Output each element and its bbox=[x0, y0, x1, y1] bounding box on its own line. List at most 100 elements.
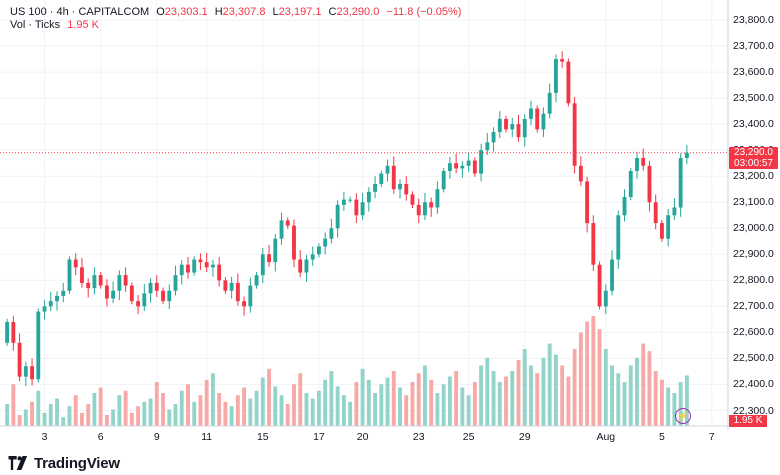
volume-bar bbox=[366, 379, 371, 426]
volume-legend[interactable]: Vol · Ticks 1.95 K bbox=[10, 19, 103, 31]
volume-bar bbox=[641, 343, 646, 426]
volume-bar bbox=[298, 373, 303, 426]
lightning-icon[interactable]: ⚡ bbox=[675, 408, 691, 424]
ohlc-high: H23,307.8 bbox=[214, 6, 266, 18]
candle bbox=[23, 366, 28, 377]
volume-bar bbox=[541, 357, 546, 426]
price-tick-label: 22,700.0 bbox=[733, 300, 774, 313]
candle bbox=[435, 189, 440, 208]
volume-bar bbox=[273, 386, 278, 426]
candle bbox=[229, 282, 234, 291]
time-tick-label: 25 bbox=[462, 431, 475, 443]
volume-value: 1.95 K bbox=[67, 19, 99, 31]
candle bbox=[391, 165, 396, 190]
candle bbox=[111, 290, 116, 299]
volume-bar bbox=[516, 360, 521, 426]
candle bbox=[585, 181, 590, 224]
volume-bar bbox=[485, 357, 490, 426]
symbol-title[interactable]: US 100 · 4h · CAPITALCOM bbox=[10, 6, 150, 18]
candle bbox=[279, 220, 284, 239]
price-tick-label: 23,700.0 bbox=[733, 40, 774, 53]
candle bbox=[404, 184, 409, 195]
candle bbox=[154, 282, 159, 291]
price-tick-label: 22,500.0 bbox=[733, 352, 774, 365]
volume-bar bbox=[591, 316, 596, 426]
time-tick-label: 7 bbox=[708, 431, 715, 443]
volume-bars bbox=[5, 316, 689, 426]
candle bbox=[373, 184, 377, 192]
candle bbox=[317, 246, 321, 255]
price-tick-label: 23,200.0 bbox=[733, 170, 774, 183]
volume-bar bbox=[423, 365, 427, 426]
candle bbox=[161, 290, 165, 302]
volume-bar bbox=[547, 343, 552, 426]
time-tick-label: 5 bbox=[659, 431, 665, 443]
candle bbox=[597, 264, 602, 307]
candle bbox=[479, 150, 484, 174]
volume-bar bbox=[154, 382, 159, 426]
time-tick-label: 20 bbox=[356, 431, 369, 443]
volume-bar bbox=[260, 377, 265, 426]
volume-bar bbox=[329, 371, 334, 426]
volume-bar bbox=[610, 365, 614, 426]
volume-bar bbox=[42, 412, 47, 426]
volume-bar bbox=[11, 384, 16, 426]
price-tick-label: 23,600.0 bbox=[733, 66, 774, 79]
tradingview-logo[interactable]: TradingView bbox=[8, 455, 120, 472]
candle bbox=[36, 311, 41, 380]
ohlc-low: L23,197.1 bbox=[272, 6, 322, 18]
volume-bar bbox=[566, 376, 571, 426]
volume-bar bbox=[585, 321, 590, 426]
price-tick-label: 23,500.0 bbox=[733, 92, 774, 105]
volume-bar bbox=[398, 387, 402, 426]
time-tick-label: 3 bbox=[41, 431, 48, 443]
volume-bar bbox=[267, 368, 271, 426]
volume-bar bbox=[660, 379, 664, 426]
candle bbox=[192, 259, 197, 273]
candle bbox=[267, 254, 271, 263]
candle bbox=[678, 157, 683, 208]
volume-bar bbox=[466, 395, 471, 426]
symbol-legend[interactable]: US 100 · 4h · CAPITALCOM O23,303.1 H23,3… bbox=[10, 6, 465, 18]
candle bbox=[398, 184, 402, 190]
candle bbox=[660, 223, 664, 239]
candle bbox=[42, 306, 47, 312]
candle bbox=[491, 131, 496, 143]
candle bbox=[204, 262, 209, 268]
ohlc-close: C23,290.0 bbox=[328, 6, 380, 18]
volume-title[interactable]: Vol · Ticks bbox=[10, 19, 61, 31]
volume-bar bbox=[310, 398, 315, 426]
volume-bar bbox=[416, 373, 421, 426]
candle bbox=[578, 165, 583, 182]
candle bbox=[360, 202, 365, 216]
tradingview-logo-icon bbox=[8, 456, 28, 470]
volume-bar bbox=[179, 390, 184, 426]
candle bbox=[603, 290, 608, 307]
volume-bar bbox=[672, 393, 677, 426]
candle bbox=[61, 290, 66, 296]
volume-bar bbox=[622, 382, 627, 426]
candle bbox=[341, 199, 346, 205]
candle bbox=[423, 202, 427, 216]
volume-bar bbox=[192, 401, 197, 426]
last-price-tag: 23,290.0 03:00:57 bbox=[729, 147, 778, 169]
volume-bar bbox=[429, 379, 434, 426]
volume-bar bbox=[129, 412, 134, 426]
candle bbox=[198, 259, 203, 263]
candle bbox=[167, 290, 172, 302]
candle bbox=[73, 259, 78, 268]
candle bbox=[529, 108, 533, 119]
candle bbox=[429, 202, 434, 208]
candle bbox=[616, 215, 621, 260]
candle bbox=[560, 59, 565, 62]
candle bbox=[323, 238, 328, 247]
time-tick-label: 6 bbox=[97, 431, 104, 443]
candle bbox=[628, 170, 633, 198]
time-tick-label: 23 bbox=[412, 431, 425, 443]
candle bbox=[641, 157, 646, 166]
price-tick-label: 23,100.0 bbox=[733, 196, 774, 209]
volume-bar bbox=[522, 349, 527, 426]
volume-bar bbox=[304, 393, 309, 426]
